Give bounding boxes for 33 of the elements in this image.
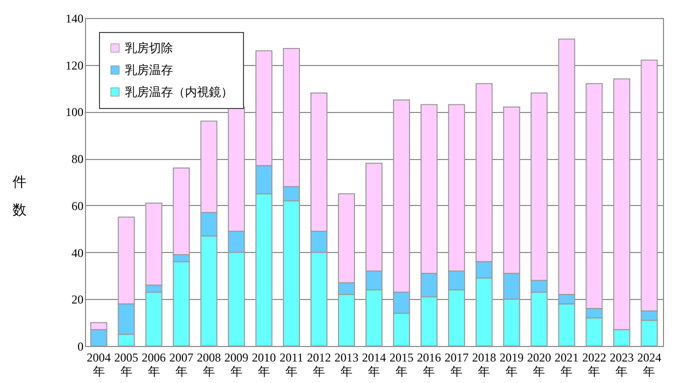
- x-tick-label: 2009年: [224, 350, 248, 378]
- x-tick-label: 2023年: [610, 350, 634, 378]
- x-tick-label: 2006年: [142, 350, 166, 378]
- y-tick-label: 20: [72, 292, 84, 307]
- x-tick-label: 2010年: [252, 350, 276, 378]
- legend-label: 乳房温存（内視鏡）: [125, 85, 233, 99]
- x-tick-label: 2024年: [637, 350, 662, 378]
- x-tick-label: 2017年: [444, 350, 469, 378]
- y-axis-title: 件数: [12, 174, 26, 218]
- x-tick-label: 2016年: [417, 350, 442, 378]
- x-tick-label: 2011年: [280, 350, 304, 378]
- legend-label: 乳房温存: [125, 63, 173, 77]
- x-tick-label: 2005年: [114, 350, 138, 378]
- x-tick-label: 2014年: [362, 350, 386, 378]
- x-tick-label: 2004年: [86, 350, 111, 378]
- x-tick-label: 2007年: [169, 350, 194, 378]
- y-tick-label: 40: [72, 246, 84, 260]
- x-tick-label: 2008年: [196, 350, 221, 378]
- x-tick-label: 2021年: [554, 350, 579, 378]
- x-tick-label: 2015年: [390, 350, 414, 378]
- y-tick-label: 120: [66, 58, 84, 72]
- x-tick-label: 2022年: [582, 350, 606, 378]
- legend-label: 乳房切除: [125, 41, 173, 55]
- x-tick-label: 2012年: [306, 350, 331, 378]
- x-tick-label: 2020年: [527, 350, 552, 378]
- y-tick-label: 60: [72, 198, 84, 213]
- y-tick-label: 0: [78, 340, 84, 354]
- y-tick-label: 100: [66, 105, 84, 120]
- x-tick-label: 2018年: [472, 350, 496, 378]
- x-tick-label: 2019年: [500, 350, 524, 378]
- y-tick-label: 140: [66, 12, 84, 26]
- x-tick-label: 2013年: [334, 350, 358, 378]
- y-tick-label: 80: [72, 152, 84, 166]
